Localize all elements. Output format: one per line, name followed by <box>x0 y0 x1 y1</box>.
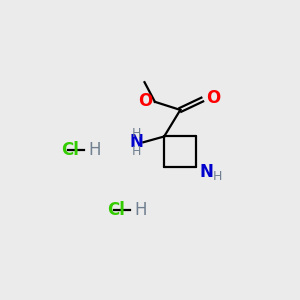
Text: H: H <box>88 141 100 159</box>
Text: N: N <box>130 133 143 151</box>
Text: H: H <box>134 201 147 219</box>
Text: H: H <box>213 170 222 183</box>
Text: H: H <box>132 145 141 158</box>
Text: Cl: Cl <box>61 141 79 159</box>
Text: O: O <box>138 92 152 110</box>
Text: H: H <box>132 127 141 140</box>
Text: N: N <box>200 163 214 181</box>
Text: Cl: Cl <box>108 201 125 219</box>
Text: O: O <box>206 89 221 107</box>
